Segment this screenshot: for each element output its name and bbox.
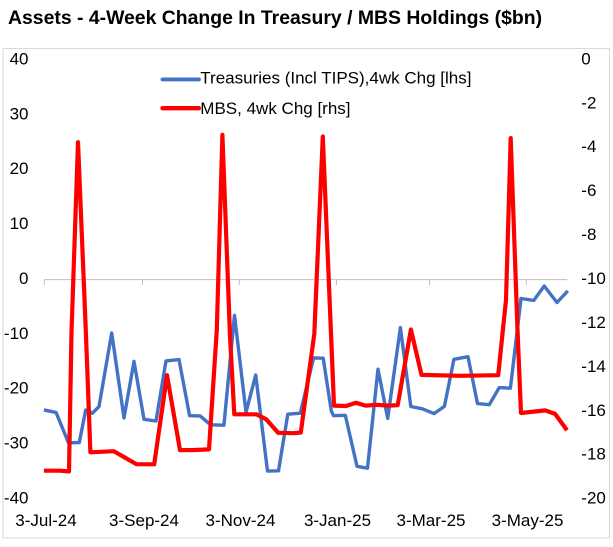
svg-text:20: 20 bbox=[10, 159, 29, 178]
svg-text:Assets - 4-Week Change In Trea: Assets - 4-Week Change In Treasury / MBS… bbox=[8, 7, 542, 29]
svg-text:3-Jul-24: 3-Jul-24 bbox=[15, 511, 76, 530]
svg-text:30: 30 bbox=[10, 104, 29, 123]
svg-text:-14: -14 bbox=[581, 357, 606, 376]
svg-text:3-Nov-24: 3-Nov-24 bbox=[206, 511, 276, 530]
svg-text:-8: -8 bbox=[581, 225, 596, 244]
svg-text:-12: -12 bbox=[581, 313, 606, 332]
svg-text:-10: -10 bbox=[581, 269, 606, 288]
svg-text:-16: -16 bbox=[581, 401, 606, 420]
svg-text:3-May-25: 3-May-25 bbox=[492, 511, 564, 530]
svg-text:-10: -10 bbox=[4, 324, 29, 343]
svg-text:MBS, 4wk Chg [rhs]: MBS, 4wk Chg [rhs] bbox=[200, 99, 350, 118]
svg-text:10: 10 bbox=[10, 214, 29, 233]
svg-text:40: 40 bbox=[10, 49, 29, 68]
svg-text:3-Jan-25: 3-Jan-25 bbox=[304, 511, 371, 530]
svg-text:-20: -20 bbox=[4, 379, 29, 398]
svg-text:-6: -6 bbox=[581, 181, 596, 200]
svg-text:3-Mar-25: 3-Mar-25 bbox=[397, 511, 466, 530]
svg-text:3-Sep-24: 3-Sep-24 bbox=[109, 511, 179, 530]
svg-text:0: 0 bbox=[581, 49, 590, 68]
svg-text:-18: -18 bbox=[581, 445, 606, 464]
svg-text:-2: -2 bbox=[581, 93, 596, 112]
svg-text:-4: -4 bbox=[581, 137, 596, 156]
svg-text:Treasuries (Incl TIPS),4wk Chg: Treasuries (Incl TIPS),4wk Chg [lhs] bbox=[200, 68, 471, 87]
svg-text:-20: -20 bbox=[581, 489, 606, 508]
svg-text:-30: -30 bbox=[4, 434, 29, 453]
svg-text:0: 0 bbox=[19, 269, 28, 288]
svg-text:-40: -40 bbox=[4, 489, 29, 508]
